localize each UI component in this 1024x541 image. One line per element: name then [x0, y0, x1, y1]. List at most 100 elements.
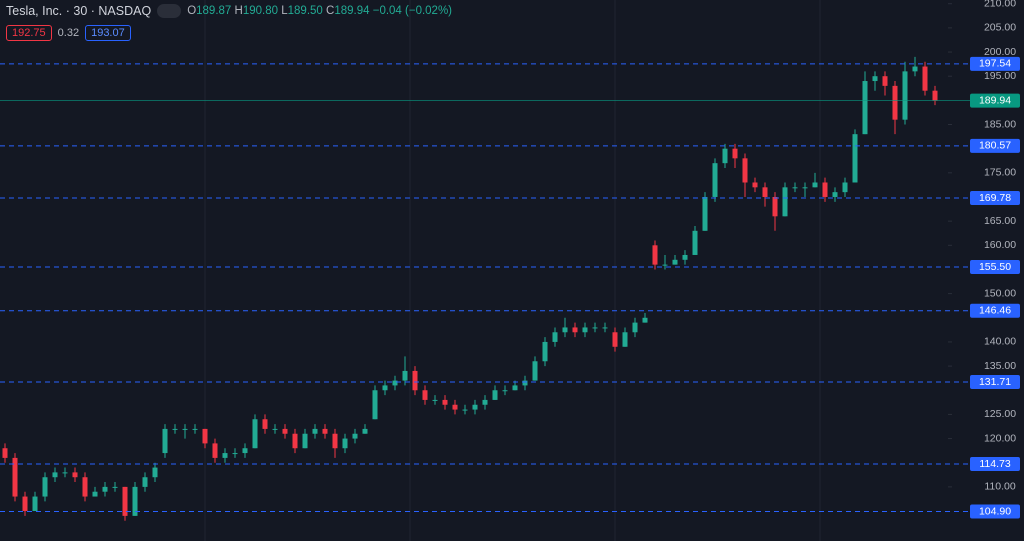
candle-body	[532, 361, 538, 381]
candle-body	[52, 472, 58, 478]
y-tick-label: 120.00	[984, 432, 1016, 444]
y-tick-label: 110.00	[984, 481, 1015, 493]
candle-body	[242, 448, 248, 454]
candle-body	[462, 409, 468, 411]
candle-body	[842, 182, 848, 193]
candle-body	[122, 486, 128, 516]
candle-body	[652, 245, 658, 265]
candle-body	[102, 486, 108, 492]
candle-body	[382, 385, 388, 391]
candle-body	[12, 457, 18, 497]
candle-body	[422, 390, 428, 400]
y-tick-label: 185.00	[984, 118, 1016, 130]
candle-body	[272, 428, 278, 430]
candle-body	[392, 380, 398, 386]
level-label-box	[970, 504, 1020, 519]
candle-body	[902, 71, 908, 120]
candle-body	[442, 399, 448, 405]
candle-body	[742, 158, 748, 183]
ohlc-key: O	[187, 5, 197, 17]
candle-body	[692, 230, 698, 255]
ohlc-value: 189.50	[287, 5, 323, 17]
level-label-box	[970, 191, 1020, 206]
candle-body	[372, 390, 378, 420]
level-label: 104.90	[979, 505, 1011, 517]
level-label: 114.73	[979, 458, 1010, 470]
candle-body	[332, 433, 338, 449]
candle-body	[792, 187, 798, 189]
y-tick-label: 160.00	[984, 239, 1016, 251]
vertical-grid	[204, 0, 821, 541]
candle-body	[62, 472, 68, 474]
candle-body	[232, 453, 238, 455]
candle-body	[662, 264, 668, 266]
candle-body	[312, 428, 318, 434]
candle-body	[132, 486, 138, 516]
candle-body	[832, 192, 838, 197]
y-tick-label: 175.00	[984, 167, 1016, 179]
candle-body	[602, 327, 608, 329]
candle-body	[292, 433, 298, 449]
candle-body	[572, 327, 578, 333]
candle-body	[222, 453, 228, 458]
candle-body	[322, 428, 328, 434]
level-label-box	[970, 303, 1020, 318]
candle-body	[412, 370, 418, 391]
candle-body	[432, 399, 438, 401]
level-label: 197.54	[979, 58, 1011, 70]
y-tick-label: 135.00	[984, 360, 1016, 372]
y-tick-label: 150.00	[984, 287, 1016, 299]
candle-body	[862, 81, 868, 135]
candle-body	[482, 399, 488, 405]
level-label: 146.46	[979, 305, 1011, 317]
candle-body	[702, 196, 708, 231]
y-tick-label: 210.00	[984, 0, 1016, 10]
candle-body	[552, 332, 558, 342]
ohlc-value: 190.80	[242, 5, 279, 17]
candle-body	[822, 182, 828, 197]
candle-body	[582, 327, 588, 333]
candle-body	[732, 148, 738, 159]
visibility-toggle[interactable]	[157, 4, 182, 18]
ohlc-key: C	[326, 5, 335, 17]
candle-body	[162, 428, 168, 454]
candle-body	[752, 182, 758, 188]
candle-body	[782, 187, 788, 217]
candle-body	[342, 438, 348, 449]
candle-body	[932, 90, 938, 101]
y-tick-label: 200.00	[984, 46, 1016, 58]
ohlc-value: 189.94	[334, 5, 370, 17]
candle-body	[32, 496, 38, 512]
candle-body	[872, 76, 878, 82]
level-label-box	[970, 56, 1020, 71]
level-label: 169.78	[979, 192, 1011, 204]
candle-body	[852, 134, 858, 183]
level-label: 131.71	[979, 376, 1011, 388]
candle-body	[402, 370, 408, 381]
level-label: 155.50	[979, 261, 1011, 273]
candle-body	[282, 428, 288, 434]
y-tick-label: 125.00	[984, 408, 1016, 420]
candle-body	[202, 428, 208, 444]
candle-body	[882, 76, 888, 86]
level-label-box	[970, 260, 1020, 275]
level-label: 180.57	[979, 140, 1011, 152]
candle-body	[42, 477, 48, 497]
candle-body	[632, 322, 638, 333]
level-label-box	[970, 138, 1020, 153]
candle-body	[592, 327, 598, 329]
candle-body	[762, 187, 768, 197]
y-tick-label: 205.00	[984, 22, 1016, 34]
candle-body	[912, 66, 918, 72]
candle-body	[112, 486, 118, 488]
ohlc-key: L	[281, 5, 288, 17]
ohlc: O189.87 H190.80 L189.50 C189.94 −0.04 (−…	[187, 5, 452, 17]
candle-body	[82, 477, 88, 497]
quote-boxes: 192.75 0.32 193.07	[6, 25, 131, 41]
candle-body	[92, 491, 98, 497]
bid[interactable]: 192.75	[6, 25, 52, 41]
candle-body	[802, 187, 808, 189]
ask[interactable]: 193.07	[85, 25, 131, 41]
